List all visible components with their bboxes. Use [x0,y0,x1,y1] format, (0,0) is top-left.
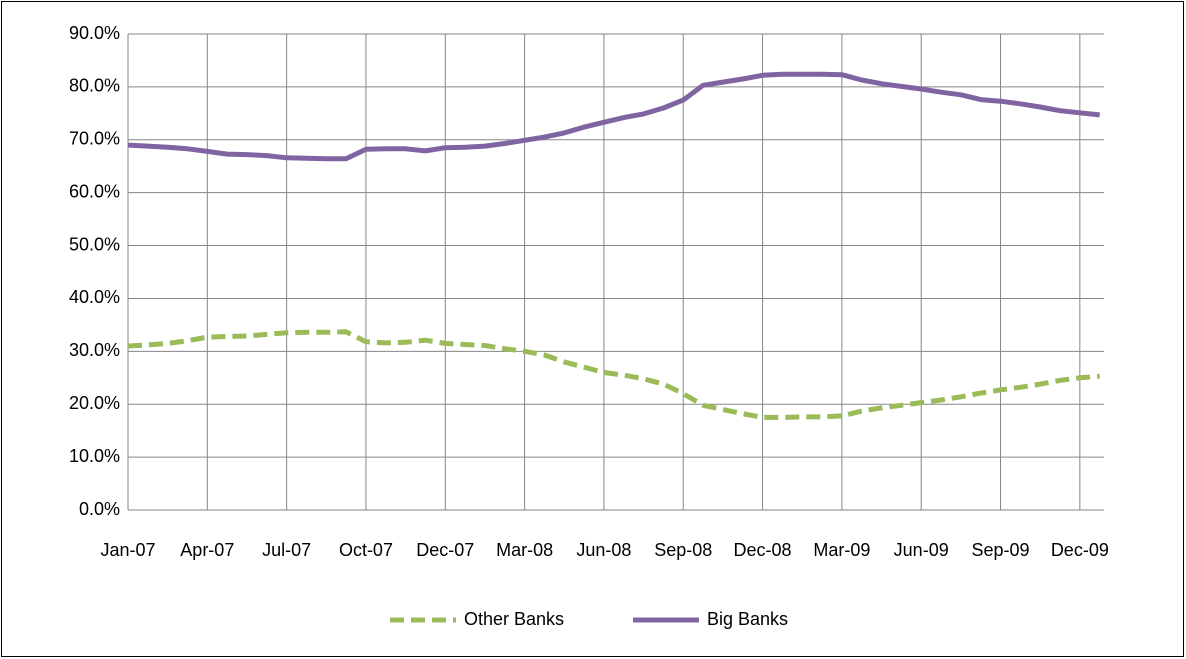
x-tick-label: Sep-08 [654,540,712,560]
y-tick-label: 60.0% [69,181,120,201]
x-tick-label: Dec-08 [734,540,792,560]
x-tick-label: Sep-09 [971,540,1029,560]
y-tick-label: 80.0% [69,76,120,96]
x-tick-label: Apr-07 [180,540,234,560]
legend-label: Other Banks [464,609,564,629]
y-tick-label: 70.0% [69,129,120,149]
y-tick-label: 50.0% [69,234,120,254]
y-tick-label: 20.0% [69,393,120,413]
y-tick-label: 90.0% [69,23,120,43]
x-tick-label: Dec-07 [416,540,474,560]
y-tick-label: 30.0% [69,340,120,360]
x-tick-label: Dec-09 [1051,540,1109,560]
x-tick-label: Mar-09 [813,540,870,560]
x-tick-label: Jun-08 [576,540,631,560]
y-tick-label: 0.0% [79,499,120,519]
x-tick-label: Jul-07 [262,540,311,560]
legend-label: Big Banks [707,609,788,629]
series-line [127,329,1100,420]
x-tick-label: Jan-07 [100,540,155,560]
x-tick-label: Oct-07 [339,540,393,560]
x-tick-label: Jun-09 [894,540,949,560]
y-tick-label: 40.0% [69,287,120,307]
series-line [127,71,1100,162]
x-tick-label: Mar-08 [496,540,553,560]
y-tick-label: 10.0% [69,446,120,466]
